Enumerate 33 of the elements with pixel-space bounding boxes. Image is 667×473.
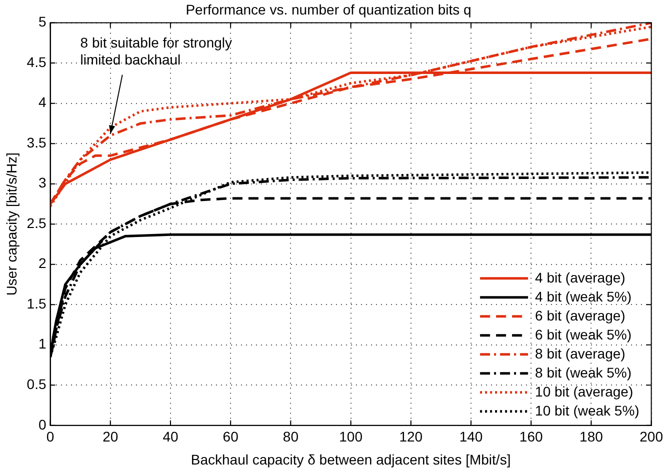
legend-label: 8 bit (weak 5%) [535,364,632,380]
y-tick-label: 1 [38,336,46,352]
x-tick-label: 20 [102,428,118,445]
x-tick-label: 160 [519,428,543,445]
legend-label: 6 bit (weak 5%) [535,326,632,342]
legend-label: 10 bit (average) [535,383,634,400]
y-tick-label: 2.5 [26,214,46,231]
chart-title: Performance vs. number of quantization bits q [186,1,472,18]
y-tick-label: 5 [38,14,46,30]
y-tick-label: 3.5 [26,134,46,150]
legend-label: 4 bit (average) [535,269,626,286]
x-tick-label: 140 [459,428,483,445]
y-axis-title: User capacity [bit/s/Hz] [3,152,20,296]
legend-label: 8 bit (average) [535,345,626,362]
legend-label: 6 bit (average) [535,307,626,324]
y-tick-label: 3 [38,174,46,191]
x-axis-title: Backhaul capacity δ between adjacent sites [Mbit/s] [190,451,511,468]
legend-label: 4 bit (weak 5%) [535,288,632,304]
x-tick-label: 120 [399,428,423,445]
y-tick-label: 4 [38,94,46,110]
x-tick-label: 180 [580,428,604,445]
y-tick-label: 0 [38,416,46,432]
x-tick-label: 40 [162,428,178,445]
annotation: 8 bit suitable for strongly limited backhaul [80,34,232,68]
x-tick-label: 60 [222,428,239,445]
x-tick-label: 80 [282,428,299,445]
x-tick-label: 200 [640,428,664,445]
y-tick-label: 0.5 [26,376,46,392]
legend-label: 10 bit (weak 5%) [535,402,640,418]
y-tick-label: 4.5 [26,54,46,70]
y-tick-label: 2 [38,255,46,272]
x-tick-label: 100 [339,428,363,445]
y-tick-label: 1.5 [26,295,46,312]
